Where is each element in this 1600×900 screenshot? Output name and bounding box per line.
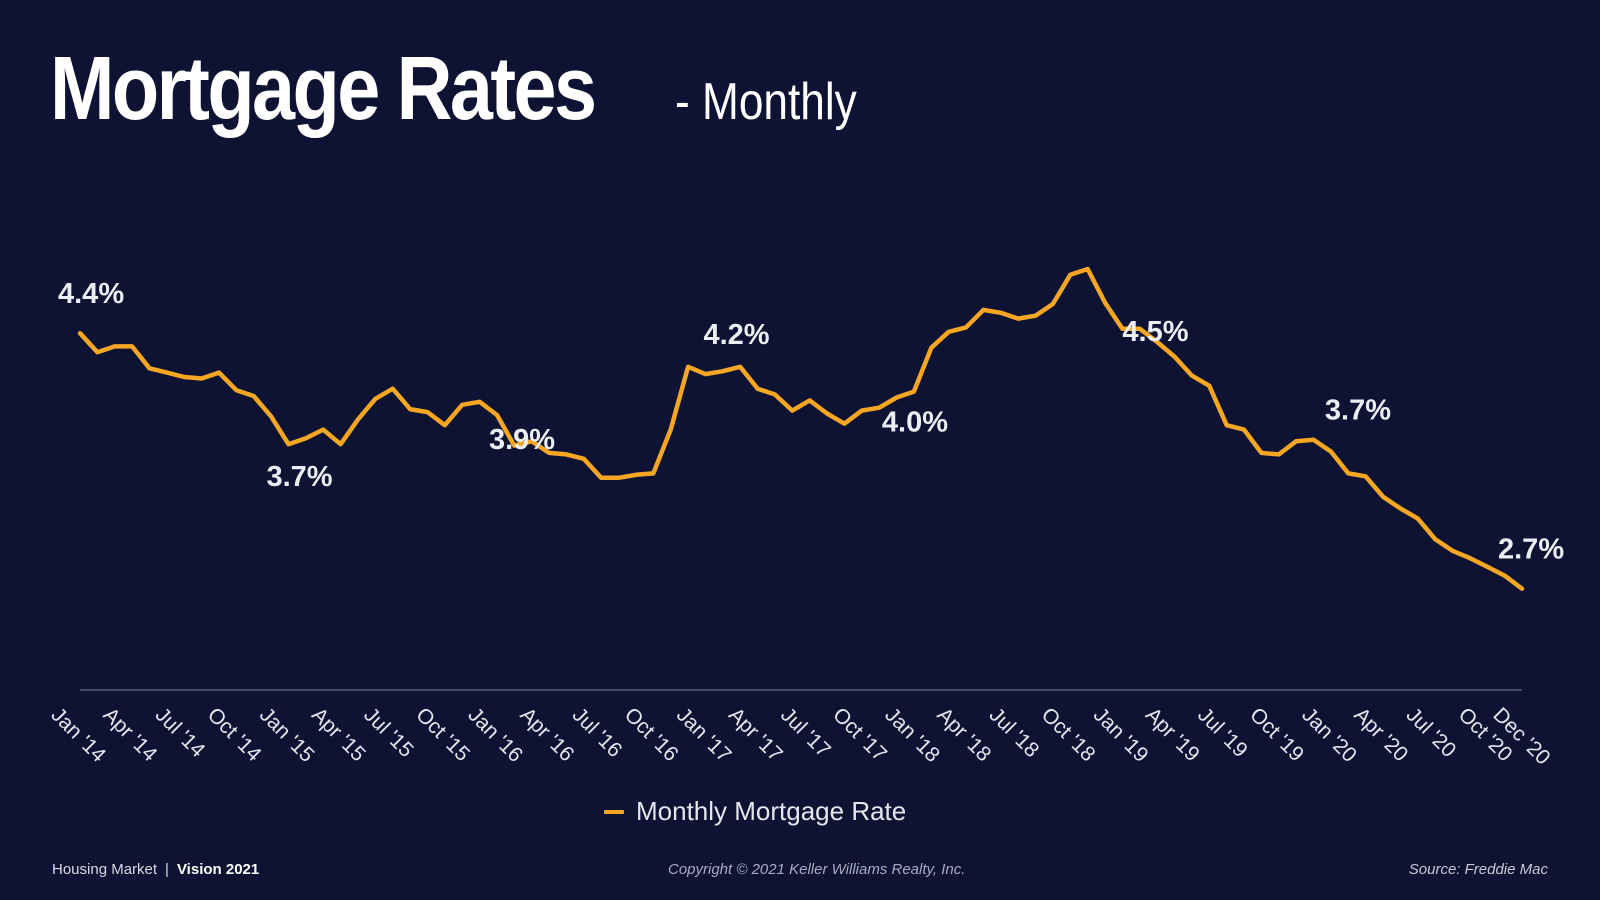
x-tick-label: Apr '18 <box>933 703 996 766</box>
data-label: 2.7% <box>1498 534 1564 566</box>
data-annotations: 4.4% 3.7% 3.9% 4.2% 4.0% 4.5% 3.7% 2.7% <box>58 278 1564 565</box>
x-tick-label: Jul '14 <box>151 703 210 762</box>
x-tick-label: Jan '16 <box>463 703 527 767</box>
legend-swatch <box>604 809 624 814</box>
data-label: 4.0% <box>882 407 948 439</box>
x-tick-label: Jan '20 <box>1297 703 1361 767</box>
footer-copyright: Copyright © 2021 Keller Williams Realty,… <box>668 861 966 878</box>
footer-separator: | <box>165 861 169 878</box>
chart-legend: Monthly Mortgage Rate <box>604 796 906 827</box>
x-tick-label: Jan '14 <box>46 703 110 767</box>
title-row: Mortgage Rates - Monthly <box>50 38 857 141</box>
x-tick-label: Jul '18 <box>985 703 1044 762</box>
series-line-monthly-mortgage-rate <box>77 266 1525 591</box>
x-tick-label: Oct '17 <box>828 703 891 766</box>
x-tick-label: Apr '19 <box>1141 703 1204 766</box>
x-tick-label: Jan '17 <box>672 703 736 767</box>
data-label: 3.7% <box>1325 394 1391 426</box>
data-label: 4.5% <box>1122 316 1188 348</box>
footer-vision: Vision 2021 <box>176 861 260 878</box>
footer-left: Housing Market | Vision 2021 <box>52 861 259 878</box>
x-tick-label: Oct '18 <box>1037 703 1100 766</box>
x-tick-label: Jul '19 <box>1193 703 1252 762</box>
x-tick-label: Jul '17 <box>776 703 835 762</box>
x-tick-label: Jan '15 <box>255 703 319 767</box>
x-tick-label: Apr '17 <box>724 703 787 766</box>
x-tick-label: Oct '14 <box>203 703 266 766</box>
x-tick-label: Jul '20 <box>1402 703 1461 762</box>
data-label: 3.9% <box>489 424 555 456</box>
x-tick-label: Apr '20 <box>1349 703 1412 766</box>
x-tick-label: Jan '18 <box>880 703 944 767</box>
data-label: 4.4% <box>58 278 124 310</box>
legend-label: Monthly Mortgage Rate <box>636 796 907 826</box>
x-tick-label: Oct '16 <box>620 703 683 766</box>
footer-section: Housing Market <box>52 861 158 878</box>
data-label: 3.7% <box>266 461 332 493</box>
x-tick-label: Jul '15 <box>359 703 418 762</box>
page-subtitle: - Monthly <box>675 73 857 131</box>
x-tick-label: Oct '19 <box>1245 703 1308 766</box>
x-tick-label: Apr '15 <box>307 703 370 766</box>
data-label: 4.2% <box>703 319 769 351</box>
page-title: Mortgage Rates <box>50 39 597 139</box>
x-tick-label: Apr '16 <box>516 703 579 766</box>
x-tick-label: Apr '14 <box>99 703 162 766</box>
x-tick-label: Jul '16 <box>568 703 627 762</box>
x-tick-label: Oct '15 <box>411 703 474 766</box>
x-tick-label: Jan '19 <box>1089 703 1153 767</box>
footer-source: Source: Freddie Mac <box>1408 861 1548 878</box>
